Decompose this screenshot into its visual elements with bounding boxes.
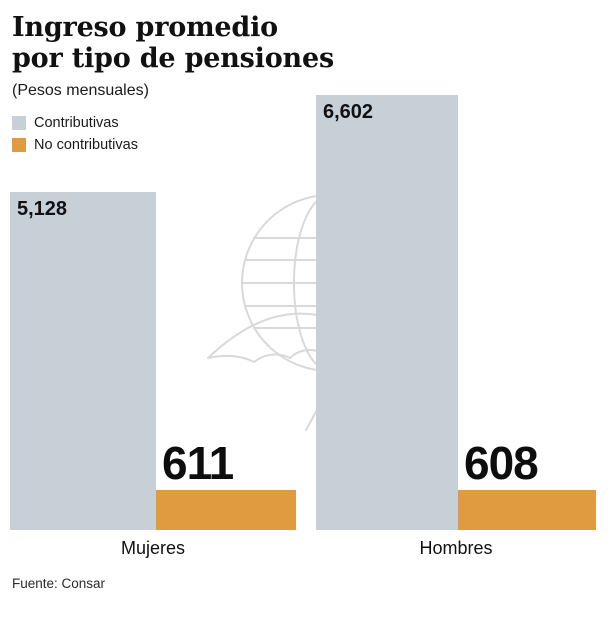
category-label-hombres: Hombres (419, 538, 493, 558)
legend-swatch-contributivas (12, 116, 26, 130)
bar-value-label-hombres-contributivas: 6,602 (323, 101, 374, 123)
bar-mujeres-contributivas: 5,128 (10, 192, 156, 530)
legend-item-contributivas: Contributivas (12, 112, 138, 134)
page-title-line2: por tipo de pensiones (12, 43, 334, 74)
legend: Contributivas No contributivas (12, 112, 138, 156)
bar-value-label-hombres-no-contributivas: 608 (464, 437, 539, 489)
bar-hombres-contributivas: 6,602 (316, 95, 458, 530)
page-title: Ingreso promedio por tipo de pensiones (12, 12, 334, 74)
legend-swatch-no-contributivas (12, 138, 26, 152)
chart-subtitle: (Pesos mensuales) (12, 82, 149, 99)
source-note: Fuente: Consar (12, 576, 106, 591)
legend-label-no-contributivas: No contributivas (34, 137, 138, 153)
bar-value-label-mujeres-contributivas: 5,128 (17, 198, 68, 220)
bar-hombres-no-contributivas: 608 (458, 440, 596, 530)
category-label-mujeres: Mujeres (120, 538, 186, 558)
page-title-line1: Ingreso promedio (12, 12, 278, 43)
legend-item-no-contributivas: No contributivas (12, 134, 138, 156)
plot-area: 5,128 611 6,602 608 Mujeres Hombres (0, 95, 612, 558)
bar-value-label-mujeres-no-contributivas: 611 (162, 437, 234, 489)
bar-mujeres-no-contributivas: 611 (156, 440, 296, 530)
legend-label-contributivas: Contributivas (34, 115, 119, 131)
